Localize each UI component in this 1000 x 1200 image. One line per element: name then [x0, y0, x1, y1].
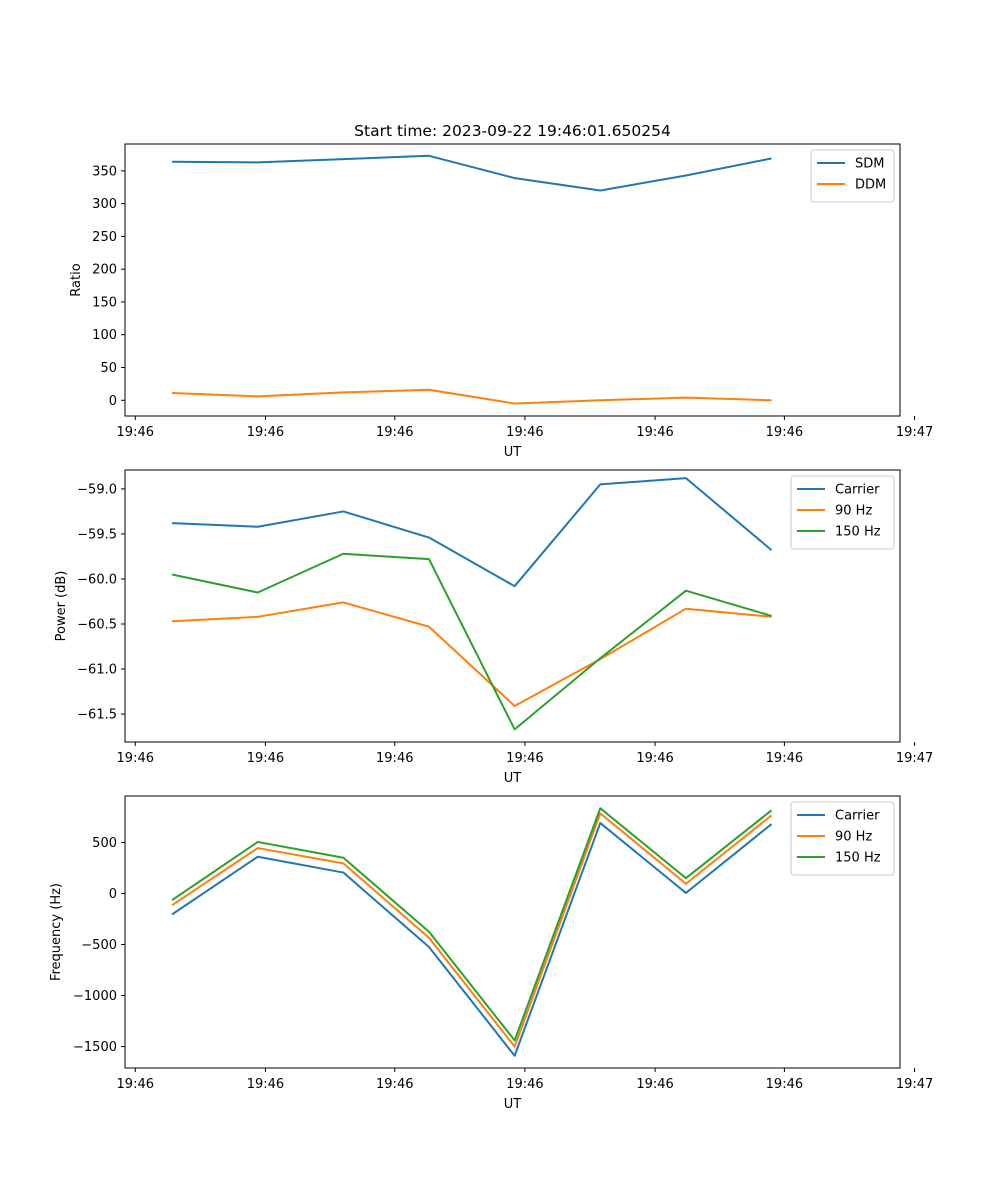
x-tick-label: 19:46: [376, 1077, 413, 1092]
x-tick-label: 19:46: [376, 751, 413, 766]
y-tick-label: 200: [92, 263, 117, 278]
series-line-carrier: [172, 477, 773, 588]
legend: Carrier 90 Hz 150 Hz: [790, 801, 895, 876]
x-tick-label: 19:46: [117, 425, 154, 440]
y-tick-label: −500: [81, 938, 117, 953]
y-tick-label: 250: [92, 230, 117, 245]
y-tick-label: 100: [92, 328, 117, 343]
legend-label: Carrier: [835, 809, 880, 824]
axes-frame: [124, 469, 901, 743]
x-axis-label: UT: [504, 445, 522, 460]
legend-label: SDM: [855, 157, 884, 172]
x-axis-label: UT: [504, 771, 522, 786]
legend-label: DDM: [855, 178, 886, 193]
y-tick-label: −1000: [73, 989, 117, 1004]
subplot-3: 19:46 19:46 19:46 19:46 19:46 19:46 19:47 −1500…: [49, 795, 933, 1112]
x-tick-label: 19:47: [896, 1077, 933, 1092]
y-tick-label: −1500: [73, 1040, 117, 1055]
series-line-carrier: [171, 822, 773, 1057]
series-line-sdm: [172, 154, 772, 192]
legend: Carrier 90 Hz 150 Hz: [790, 475, 895, 550]
x-tick-label: 19:46: [506, 1077, 543, 1092]
y-tick-label: 50: [100, 361, 117, 376]
x-tick-label: 19:46: [117, 1077, 154, 1092]
y-tick-label: 0: [109, 394, 117, 409]
axes-frame: [124, 143, 901, 417]
series-line-ddm: [172, 388, 772, 405]
y-tick-label: −61.5: [77, 708, 117, 723]
y-tick-label: −60.5: [77, 618, 117, 633]
series-line-150-hz: [171, 552, 772, 731]
x-tick-label: 19:46: [636, 751, 673, 766]
legend: SDM DDM: [810, 149, 895, 203]
x-axis-label: UT: [504, 1097, 522, 1112]
series-line-90-hz: [171, 812, 773, 1048]
x-tick-label: 19:46: [506, 751, 543, 766]
x-tick-label: 19:46: [766, 751, 803, 766]
y-axis-label: Frequency (Hz): [49, 883, 64, 981]
y-tick-label: −60.0: [77, 572, 117, 587]
subplot-1: Start time: 2023-09-22 19:46:01.650254 19…: [69, 122, 933, 460]
legend-label: Carrier: [835, 483, 880, 498]
x-tick-label: 19:46: [247, 425, 284, 440]
y-tick-label: 500: [92, 836, 117, 851]
y-tick-label: 350: [92, 164, 117, 179]
series-line-150-hz: [171, 807, 773, 1042]
x-tick-label: 19:46: [247, 1077, 284, 1092]
x-tick-label: 19:46: [117, 751, 154, 766]
subplot-2: 19:46 19:46 19:46 19:46 19:46 19:46 19:47 −61.5…: [54, 469, 933, 786]
series-line-90-hz: [172, 601, 772, 707]
y-tick-label: −59.0: [77, 482, 117, 497]
y-axis-label: Power (dB): [54, 571, 69, 642]
legend-label: 90 Hz: [835, 504, 872, 519]
x-tick-label: 19:46: [506, 425, 543, 440]
legend-label: 90 Hz: [835, 830, 872, 845]
x-tick-label: 19:46: [247, 751, 284, 766]
y-tick-label: 0: [109, 887, 117, 902]
legend-label: 150 Hz: [835, 525, 881, 540]
y-tick-label: 300: [92, 197, 117, 212]
x-tick-label: 19:46: [636, 425, 673, 440]
x-tick-label: 19:46: [766, 425, 803, 440]
x-tick-label: 19:47: [896, 751, 933, 766]
axes-frame: [124, 795, 901, 1069]
chart-title: Start time: 2023-09-22 19:46:01.650254: [354, 122, 671, 140]
y-axis-label: Ratio: [69, 263, 84, 296]
x-tick-label: 19:46: [636, 1077, 673, 1092]
x-tick-label: 19:47: [896, 425, 933, 440]
y-tick-label: 150: [92, 295, 117, 310]
y-tick-label: −61.0: [77, 663, 117, 678]
legend-label: 150 Hz: [835, 851, 881, 866]
x-tick-label: 19:46: [766, 1077, 803, 1092]
x-tick-label: 19:46: [376, 425, 413, 440]
y-tick-label: −59.5: [77, 527, 117, 542]
